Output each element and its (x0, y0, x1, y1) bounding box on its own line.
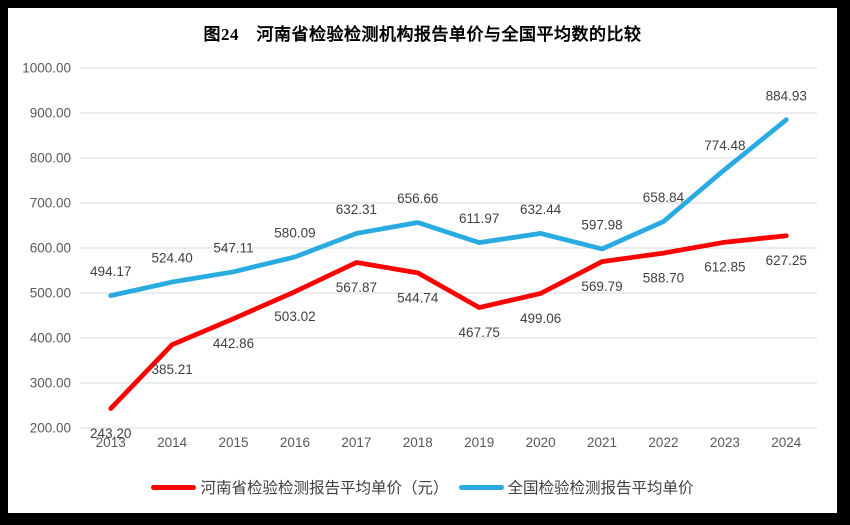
national-data-label: 611.97 (459, 211, 499, 226)
y-axis-tick-label: 500.00 (30, 286, 71, 301)
henan-data-label: 503.02 (274, 309, 315, 324)
henan-data-label: 385.21 (151, 362, 192, 377)
x-axis-tick-label: 2021 (587, 435, 617, 450)
legend-label-henan: 河南省检验检测报告平均单价（元） (200, 480, 449, 497)
national-series-line (108, 117, 789, 298)
x-axis-tick-label: 2016 (280, 435, 310, 450)
national-data-label: 884.93 (766, 88, 807, 103)
x-axis-tick-label: 2022 (648, 435, 678, 450)
national-data-label: 632.44 (520, 202, 562, 217)
y-axis-tick-label: 200.00 (30, 421, 71, 436)
y-axis-tick-label: 400.00 (30, 331, 71, 346)
national-data-label: 656.66 (397, 191, 438, 206)
x-axis-tick-label: 2014 (157, 435, 188, 450)
henan-data-label: 612.85 (704, 260, 745, 275)
henan-data-label: 588.70 (643, 271, 684, 286)
chart-legend: 河南省检验检测报告平均单价（元） 全国检验检测报告平均单价 (8, 476, 837, 498)
henan-data-label: 467.75 (459, 325, 500, 340)
national-line-swatch (458, 484, 504, 490)
national-data-label: 524.40 (151, 251, 192, 266)
national-data-label: 597.98 (581, 217, 622, 232)
national-data-label: 774.48 (704, 138, 745, 153)
y-axis-tick-label: 900.00 (30, 106, 71, 121)
henan-data-label: 499.06 (520, 311, 561, 326)
henan-data-label: 627.25 (766, 253, 807, 268)
x-axis-tick-label: 2015 (219, 435, 249, 450)
legend-label-national: 全国检验检测报告平均单价 (507, 480, 694, 497)
y-axis-tick-label: 700.00 (30, 196, 71, 211)
x-axis-tick-label: 2017 (341, 435, 371, 450)
henan-data-label: 442.86 (213, 336, 254, 351)
y-axis-tick-label: 600.00 (30, 241, 71, 256)
y-axis-tick-label: 300.00 (30, 376, 71, 391)
national-data-label: 547.11 (213, 240, 253, 255)
henan-series-line (108, 233, 789, 411)
line-chart-canvas: 200.00 300.00 400.00 500.00 600.00 700.00 800.… (22, 61, 817, 450)
x-axis-tick-label: 2018 (403, 435, 433, 450)
x-axis-tick-label: 2024 (771, 435, 802, 450)
x-axis-tick-label: 2019 (464, 435, 494, 450)
y-axis-tick-label: 1000.00 (22, 61, 71, 76)
x-axis-tick-label: 2023 (710, 435, 740, 450)
x-axis-tick-label: 2013 (96, 435, 126, 450)
chart-title: 图24 河南省检验检测机构报告单价与全国平均数的比较 (203, 25, 642, 44)
legend-item-national: 全国检验检测报告平均单价 (458, 476, 694, 498)
national-data-label: 632.31 (336, 202, 377, 217)
henan-data-label: 544.74 (397, 290, 439, 305)
henan-data-label: 567.87 (336, 280, 377, 295)
y-axis-tick-label: 800.00 (30, 151, 71, 166)
national-data-label: 494.17 (90, 264, 131, 279)
legend-item-henan: 河南省检验检测报告平均单价（元） (151, 476, 449, 498)
henan-line-swatch (151, 484, 197, 490)
national-data-label: 658.84 (643, 190, 685, 205)
national-data-label: 580.09 (274, 225, 315, 240)
henan-data-label: 569.79 (581, 279, 622, 294)
henan-data-label: 243.20 (90, 426, 131, 441)
x-axis-tick-label: 2020 (526, 435, 556, 450)
